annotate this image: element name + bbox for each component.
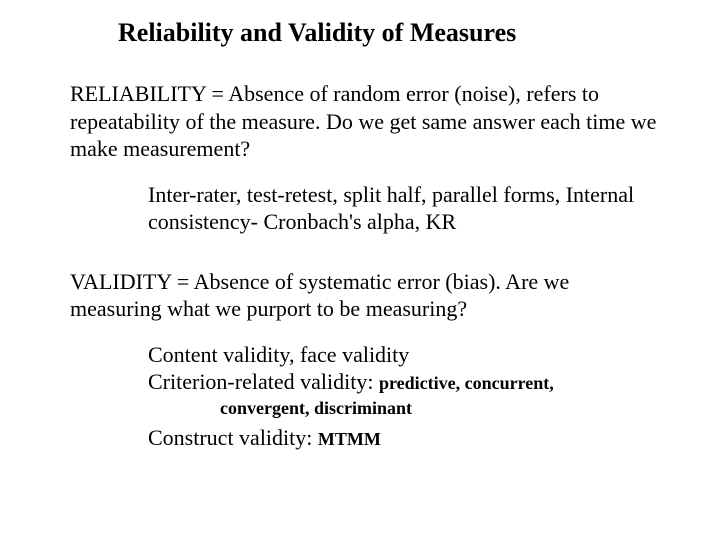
slide-title: Reliability and Validity of Measures	[118, 18, 660, 48]
content-validity-line: Content validity, face validity	[148, 341, 660, 369]
construct-prefix: Construct validity:	[148, 425, 318, 450]
criterion-prefix: Criterion-related validity:	[148, 369, 379, 394]
construct-validity-line: Construct validity: MTMM	[148, 424, 660, 453]
criterion-small-text: predictive, concurrent,	[379, 373, 554, 393]
criterion-validity-line: Criterion-related validity: predictive, …	[148, 368, 660, 396]
construct-small-text: MTMM	[318, 429, 381, 449]
criterion-sub-line: convergent, discriminant	[220, 396, 660, 420]
reliability-methods: Inter-rater, test-retest, split half, pa…	[148, 181, 660, 236]
reliability-paragraph: RELIABILITY = Absence of random error (n…	[70, 80, 660, 163]
validity-paragraph: VALIDITY = Absence of systematic error (…	[70, 268, 660, 323]
